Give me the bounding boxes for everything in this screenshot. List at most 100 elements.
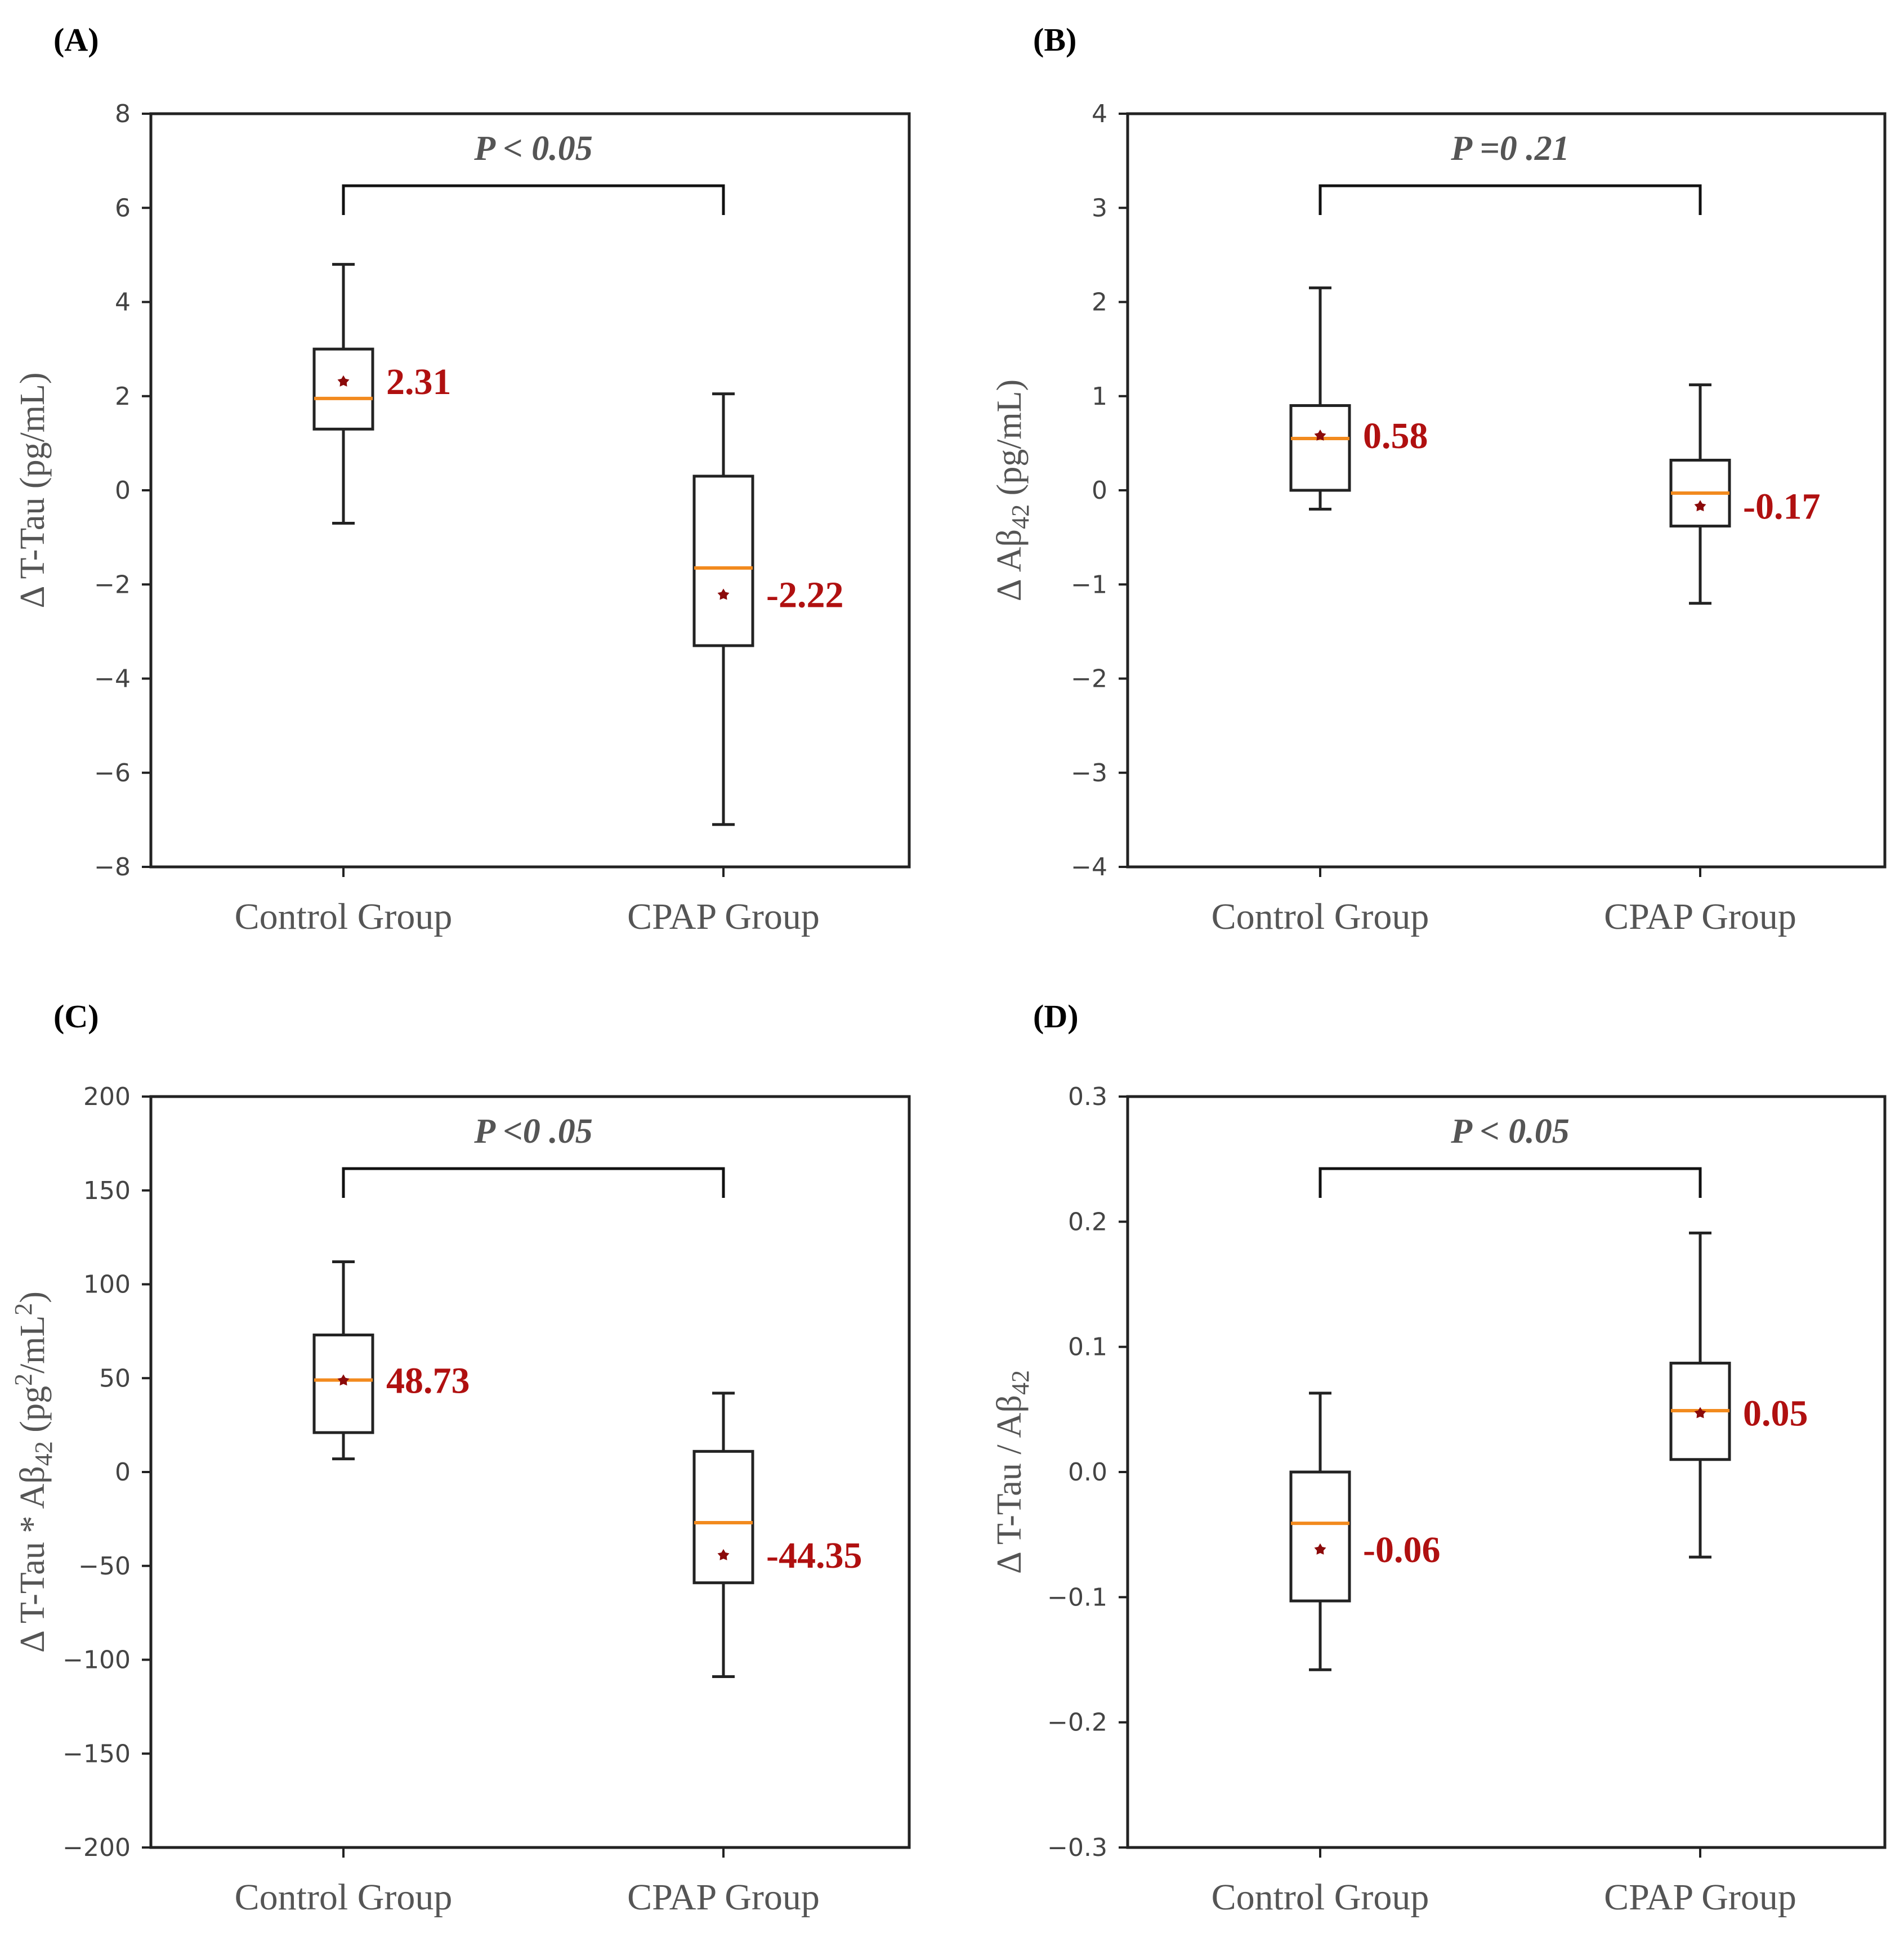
- panel-label: (A): [53, 21, 99, 58]
- y-tick-label: −150: [62, 1739, 131, 1768]
- y-axis-title-sub: 42: [1007, 504, 1034, 529]
- y-tick-label: −2: [94, 570, 131, 599]
- mean-marker: [717, 1549, 730, 1560]
- y-tick-label: −4: [94, 665, 131, 694]
- y-tick-label: 4: [115, 288, 131, 317]
- box-control: 0.58: [1289, 286, 1428, 511]
- mean-marker: [1314, 1543, 1326, 1555]
- y-tick-label: 0: [115, 476, 131, 505]
- mean-marker: [1694, 500, 1706, 512]
- mean-marker: [1694, 1407, 1706, 1419]
- y-tick-label: −1: [1071, 570, 1107, 599]
- y-axis-title-main: Δ Aβ: [990, 529, 1029, 601]
- y-tick-label: 6: [115, 194, 131, 222]
- y-tick-label: 3: [1092, 194, 1107, 222]
- y-axis-title-main: Δ T-Tau / Aβ: [990, 1395, 1029, 1574]
- y-axis-title-tail: (pg: [14, 1386, 52, 1441]
- y-axis-title-sub: 42: [30, 1441, 57, 1466]
- box-cpap: 0.05: [1669, 1231, 1808, 1559]
- p-value-label: P =0 .21: [1450, 129, 1569, 168]
- y-tick-label: −0.2: [1047, 1708, 1107, 1737]
- x-category-label: CPAP Group: [627, 1877, 820, 1918]
- mean-value-label: 0.05: [1743, 1393, 1808, 1434]
- y-tick-label: −6: [94, 759, 131, 788]
- y-tick-label: 200: [83, 1082, 131, 1111]
- y-tick-label: −8: [94, 853, 131, 882]
- x-category-label: Control Group: [1212, 896, 1429, 937]
- panel-a: (A) −8 −6 −4 −2 0 2 4 6 8 Control Group CPAP Group Δ…: [14, 21, 911, 937]
- y-tick-label: 2: [1092, 288, 1107, 317]
- mean-value-label: -2.22: [766, 575, 843, 616]
- axes-frame: [1126, 1095, 1887, 1849]
- y-axis-title-sup2: 2: [10, 1303, 37, 1316]
- y-tick-label: −50: [78, 1552, 131, 1581]
- x-category-label: Control Group: [1212, 1877, 1429, 1918]
- y-tick-label: 4: [1092, 100, 1107, 128]
- y-axis-title: Δ T-Tau / Aβ42: [990, 1370, 1034, 1574]
- y-axis-title-sub: 42: [1007, 1370, 1034, 1395]
- x-category-label: Control Group: [235, 896, 453, 937]
- panel-label: (C): [53, 998, 99, 1035]
- mean-marker: [337, 375, 350, 387]
- significance-bracket: [342, 184, 725, 215]
- x-category-label: CPAP Group: [1604, 1877, 1796, 1918]
- y-tick-label: 0: [115, 1458, 131, 1487]
- iqr-box: [692, 475, 754, 647]
- y-tick-label: 150: [83, 1176, 131, 1205]
- y-tick-label: 2: [115, 382, 131, 411]
- p-value-label: P < 0.05: [1450, 1112, 1569, 1151]
- iqr-box: [1289, 404, 1351, 492]
- y-tick-label: −4: [1071, 853, 1107, 882]
- mean-value-label: -0.06: [1363, 1529, 1440, 1571]
- y-tick-label: 100: [83, 1270, 131, 1299]
- mean-value-label: 2.31: [386, 361, 452, 402]
- y-tick-label: 50: [99, 1364, 131, 1393]
- mean-value-label: 0.58: [1363, 415, 1428, 457]
- mean-marker: [1314, 430, 1326, 441]
- y-tick-label: 0.1: [1068, 1333, 1107, 1362]
- y-axis-title-tail3: ): [14, 1291, 52, 1303]
- axes-frame: [149, 1095, 911, 1849]
- mean-value-label: 48.73: [386, 1360, 470, 1401]
- y-tick-label: −100: [62, 1646, 131, 1675]
- panel-label: (B): [1033, 21, 1076, 58]
- y-axis-title-sup: 2: [10, 1374, 37, 1386]
- y-tick-label: 0.2: [1068, 1207, 1107, 1236]
- significance-bracket: [342, 1167, 725, 1198]
- box-cpap: -0.17: [1669, 383, 1820, 605]
- x-category-label: CPAP Group: [1604, 896, 1796, 937]
- mean-marker: [337, 1374, 350, 1386]
- mean-value-label: -44.35: [766, 1535, 862, 1576]
- mean-value-label: -0.17: [1743, 486, 1820, 527]
- y-tick-label: −0.1: [1047, 1583, 1107, 1612]
- box-control: 2.31: [312, 263, 452, 525]
- x-category-label: Control Group: [235, 1877, 453, 1918]
- p-value-label: P < 0.05: [473, 129, 592, 168]
- mean-marker: [717, 588, 730, 600]
- significance-bracket: [1319, 1167, 1702, 1198]
- y-axis-title: Δ Aβ42 (pg/mL): [990, 379, 1034, 601]
- iqr-box: [1289, 1470, 1351, 1603]
- p-value-label: P <0 .05: [473, 1112, 592, 1151]
- y-tick-label: −0.3: [1047, 1833, 1107, 1862]
- y-tick-label: 1: [1092, 382, 1107, 411]
- y-tick-label: −200: [62, 1833, 131, 1862]
- significance-bracket: [1319, 184, 1702, 215]
- iqr-box: [312, 347, 374, 431]
- box-control: 48.73: [312, 1260, 470, 1461]
- y-axis-title-main: Δ T-Tau * Aβ: [14, 1466, 52, 1653]
- panel-label: (D): [1033, 998, 1079, 1035]
- x-category-label: CPAP Group: [627, 896, 820, 937]
- y-axis-title: Δ T-Tau * Aβ42 (pg2/mL2): [10, 1291, 57, 1653]
- y-tick-label: 0.0: [1068, 1458, 1107, 1487]
- y-axis-title: Δ T-Tau (pg/mL): [14, 373, 52, 609]
- panel-c: (C) −200 −150 −100 −50 0 50 100 150 200 Control Gr…: [10, 998, 911, 1918]
- axes-frame: [149, 112, 911, 869]
- iqr-box: [692, 1450, 754, 1585]
- y-tick-label: 0.3: [1068, 1082, 1107, 1111]
- box-control: -0.06: [1289, 1392, 1440, 1671]
- y-tick-label: −2: [1071, 665, 1107, 694]
- y-tick-label: −3: [1071, 759, 1107, 788]
- y-axis-title-main: Δ T-Tau (pg/mL): [14, 373, 52, 609]
